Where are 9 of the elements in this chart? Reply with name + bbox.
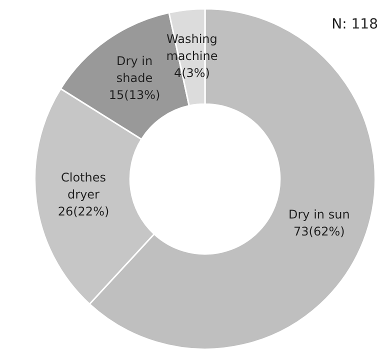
slice-label: Clothes dryer xyxy=(61,170,106,202)
text: N: 118 xyxy=(332,16,378,33)
data-label: 26(22%) xyxy=(58,204,110,218)
slice-label: Dry in shade xyxy=(116,54,153,85)
data-label: 73(62%) xyxy=(294,224,345,238)
slice-label: Washing machine xyxy=(166,32,218,64)
data-label: 15(13%) xyxy=(108,88,160,102)
slice-label: Dry in sun xyxy=(288,207,350,222)
data-label: 4(3%) xyxy=(174,66,210,80)
